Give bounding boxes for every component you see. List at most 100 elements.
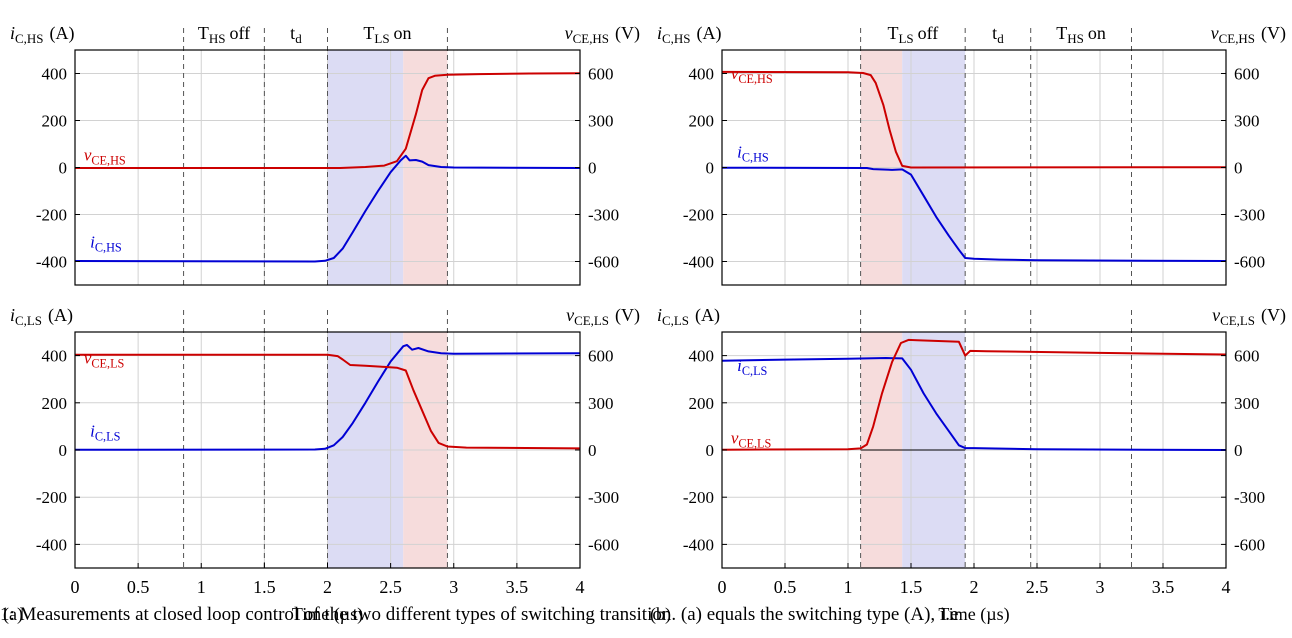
subplot-1-1: iC,LS vCE,LS 400 200 0 -200 -400 600 300 0 -300 -60…	[657, 305, 1286, 569]
x-tick-label: 3.5	[1152, 577, 1175, 597]
phase-label: td	[992, 23, 1004, 46]
y-tick-label-left: 400	[689, 347, 715, 366]
y-axis-title-left: iC,HS (A)	[657, 23, 721, 46]
x-tick-label: 4	[576, 577, 585, 597]
y-tick-label-right: -600	[1234, 535, 1265, 554]
y-tick-label-left: -200	[36, 488, 67, 507]
y-tick-label-left: -200	[683, 206, 714, 225]
phase-label: THS on	[1056, 23, 1106, 46]
x-tick-label: 3.5	[506, 577, 529, 597]
series-label-i_C,HS: iC,HS	[90, 232, 122, 254]
series-line-v_CE,HS	[75, 72, 581, 169]
panel-label: (b)	[650, 604, 671, 625]
phase-label: TLS on	[363, 23, 411, 46]
y-tick-label-left: -400	[683, 535, 714, 554]
y-tick-label-right: -600	[1234, 253, 1265, 272]
y-axis-title-right: vCE,LS (V)	[566, 305, 640, 328]
y-tick-label-right: -300	[588, 206, 619, 225]
series-line-v_CE,HS	[721, 70, 1227, 169]
subplot-1-0: vCE,HS iC,HS 400 200 0 -200 -400 600 300 0 -300 -60…	[657, 23, 1286, 286]
y-tick-label-left: -200	[683, 488, 714, 507]
series-line-i_C,LS	[721, 357, 1227, 451]
y-tick-label-left: 0	[706, 441, 715, 460]
x-tick-label: 2.5	[379, 577, 402, 597]
series-label-v_CE,HS: vCE,HS	[731, 64, 773, 86]
y-tick-label-right: -600	[588, 253, 619, 272]
series-label-v_CE,HS: vCE,HS	[84, 145, 126, 167]
x-tick-label: 0	[718, 577, 727, 597]
y-tick-label-left: 400	[42, 347, 68, 366]
y-tick-label-right: 0	[1234, 159, 1243, 178]
y-tick-label-left: -400	[36, 253, 67, 272]
y-axis-title-right: vCE,HS (V)	[565, 23, 640, 46]
x-tick-label: 1.5	[253, 577, 276, 597]
y-tick-label-left: -400	[36, 535, 67, 554]
y-tick-label-right: 600	[1234, 65, 1260, 84]
y-tick-label-right: 300	[588, 112, 614, 131]
y-axis-title-left: iC,LS (A)	[10, 305, 73, 328]
y-tick-label-right: -300	[1234, 488, 1265, 507]
y-tick-label-left: 0	[59, 159, 68, 178]
phase-label: THS off	[198, 23, 250, 46]
x-tick-label: 2.5	[1026, 577, 1049, 597]
y-tick-label-left: -200	[36, 206, 67, 225]
y-tick-label-left: 200	[42, 394, 68, 413]
y-tick-label-right: 600	[588, 65, 614, 84]
phase-label: TLS off	[887, 23, 938, 46]
x-tick-label: 4	[1222, 577, 1231, 597]
figure-caption: 1: Measurements at closed loop control o…	[0, 604, 959, 625]
series-label-v_CE,LS: vCE,LS	[84, 348, 125, 370]
x-tick-label: 1	[197, 577, 206, 597]
y-tick-label-left: 200	[689, 394, 715, 413]
y-tick-label-right: 300	[1234, 112, 1260, 131]
y-tick-label-left: 400	[689, 65, 715, 84]
series-label-i_C,LS: iC,LS	[90, 421, 120, 443]
y-tick-label-left: -400	[683, 253, 714, 272]
y-tick-label-left: 200	[689, 112, 715, 131]
y-tick-label-left: 0	[59, 441, 68, 460]
y-axis-title-right: vCE,LS (V)	[1212, 305, 1286, 328]
y-tick-label-right: -300	[1234, 206, 1265, 225]
subplot-0-1: iC,LS vCE,LS 400 200 0 -200 -400 600 300 0 -300 -60…	[10, 305, 640, 569]
y-tick-label-right: 0	[1234, 441, 1243, 460]
y-tick-label-left: 200	[42, 112, 68, 131]
x-axis-title: Time (µs)	[938, 604, 1009, 625]
x-tick-label: 1.5	[900, 577, 923, 597]
x-tick-label: 3	[1096, 577, 1105, 597]
x-tick-label: 0.5	[774, 577, 797, 597]
x-tick-label: 0.5	[127, 577, 150, 597]
y-tick-label-right: 300	[588, 394, 614, 413]
y-tick-label-right: 600	[1234, 347, 1260, 366]
x-tick-label: 0	[71, 577, 80, 597]
series-line-i_C,HS	[721, 166, 1227, 262]
y-axis-title-right: vCE,HS (V)	[1211, 23, 1286, 46]
panel-label: (a)	[3, 604, 23, 625]
chart-panel-1: vCE,HSiC,HS4002000-200-4006003000-300-60…	[650, 23, 1286, 625]
series-line-v_CE,LS	[74, 353, 581, 450]
y-tick-label-right: -600	[588, 535, 619, 554]
x-axis-title: Time (µs)	[292, 604, 363, 625]
y-tick-label-right: 0	[588, 159, 597, 178]
series-label-i_C,LS: iC,LS	[737, 356, 767, 378]
series-label-v_CE,LS: vCE,LS	[731, 429, 772, 451]
y-axis-title-left: iC,HS (A)	[10, 23, 74, 46]
series-line-i_C,HS	[74, 154, 581, 263]
y-tick-label-right: 300	[1234, 394, 1260, 413]
series-line-v_CE,LS	[721, 338, 1227, 451]
y-axis-title-left: iC,LS (A)	[657, 305, 720, 328]
y-tick-label-right: 0	[588, 441, 597, 460]
chart-panel-0: iC,HSvCE,HS4002000-200-4006003000-300-60…	[3, 23, 640, 625]
x-tick-label: 2	[323, 577, 332, 597]
x-tick-label: 2	[970, 577, 979, 597]
y-tick-label-left: 0	[706, 159, 715, 178]
series-label-i_C,HS: iC,HS	[737, 143, 769, 165]
y-tick-label-right: 600	[588, 347, 614, 366]
series-line-i_C,LS	[74, 344, 581, 451]
y-tick-label-left: 400	[42, 65, 68, 84]
x-tick-label: 3	[449, 577, 458, 597]
subplot-0-0: iC,HS vCE,HS 400 200 0 -200 -400 600 300 0 -300 -60…	[10, 23, 640, 286]
x-tick-label: 1	[844, 577, 853, 597]
phase-label: td	[290, 23, 302, 46]
y-tick-label-right: -300	[588, 488, 619, 507]
